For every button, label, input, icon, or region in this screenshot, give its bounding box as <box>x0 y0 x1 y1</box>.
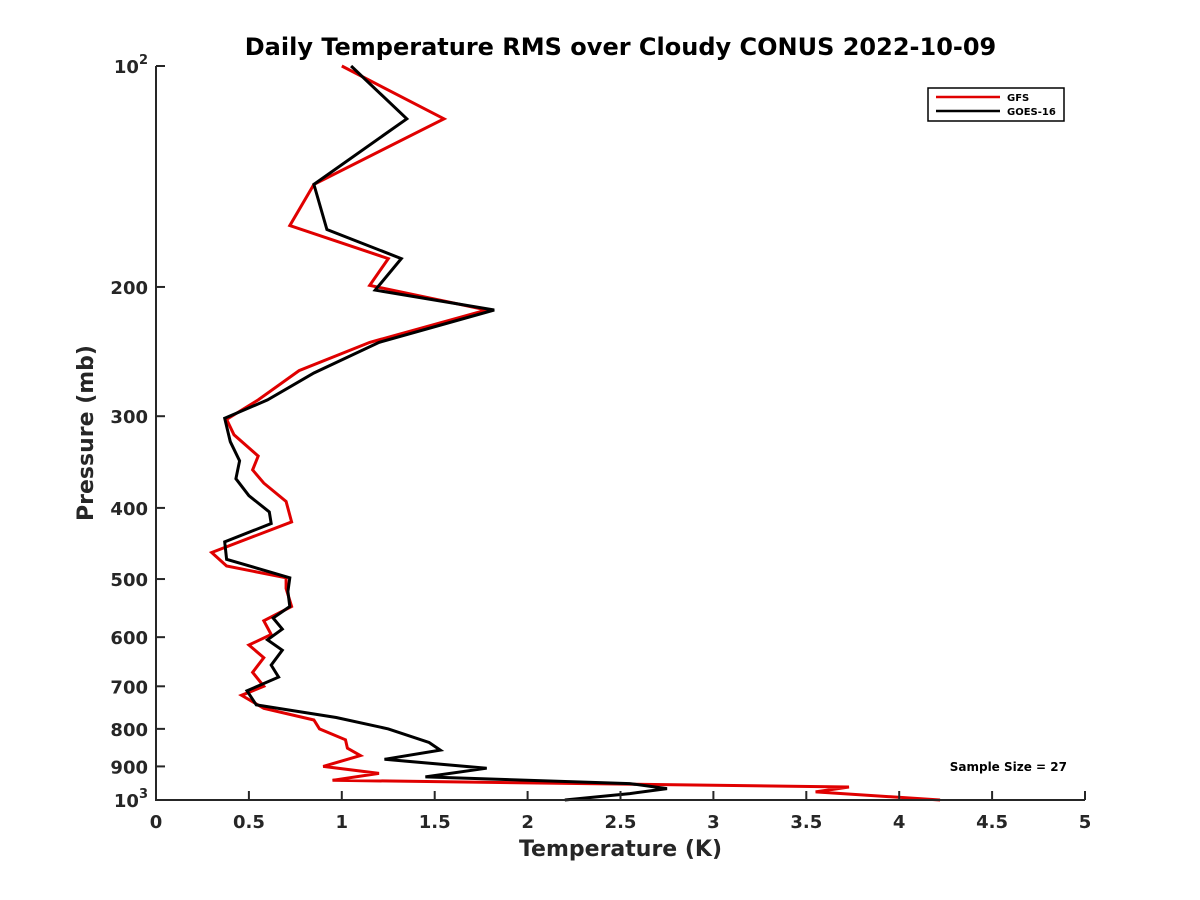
x-axis-ticks: 0 0.5 1 1.5 2 2.5 3 3.5 4 4.5 5 <box>150 791 1092 833</box>
y-tick-base: 10 <box>114 57 139 78</box>
y-tick-base: 200 <box>110 278 148 299</box>
axes-frame <box>155 66 1085 801</box>
sample-size-annotation: Sample Size = 27 <box>950 760 1067 774</box>
x-tick-label: 3 <box>707 812 720 833</box>
y-tick-base: 10 <box>114 791 139 812</box>
y-tick-label: 102 <box>114 53 148 78</box>
series-line-goes16 <box>222 64 668 802</box>
y-tick-exponent: 2 <box>139 53 148 68</box>
x-axis-label: Temperature (K) <box>519 837 722 862</box>
y-tick-base: 600 <box>110 628 148 649</box>
y-tick-base: 500 <box>110 570 148 591</box>
legend-box <box>927 87 1065 122</box>
chart-title: Daily Temperature RMS over Cloudy CONUS … <box>245 33 997 61</box>
series-line-gfs <box>208 64 941 802</box>
x-tick-label: 4 <box>893 812 906 833</box>
x-tick-label: 2 <box>521 812 534 833</box>
y-tick-label: 103 <box>114 787 148 812</box>
x-tick-label: 1.5 <box>419 812 451 833</box>
y-tick-label: 500 <box>110 570 148 591</box>
x-tick-label: 0 <box>150 812 163 833</box>
y-tick-label: 700 <box>110 677 148 698</box>
x-tick-label: 5 <box>1079 812 1092 833</box>
legend: GFS GOES-16 <box>927 87 1065 122</box>
x-tick-label: 3.5 <box>790 812 822 833</box>
x-tick-label: 0.5 <box>233 812 265 833</box>
legend-entry-goes16: GOES-16 <box>1007 107 1056 118</box>
y-tick-base: 300 <box>110 407 148 428</box>
series-layer <box>208 64 941 802</box>
y-tick-label: 800 <box>110 720 148 741</box>
y-axis-label: Pressure (mb) <box>74 345 99 521</box>
y-tick-label: 300 <box>110 407 148 428</box>
y-tick-label: 200 <box>110 278 148 299</box>
y-tick-label: 400 <box>110 499 148 520</box>
y-tick-label: 600 <box>110 628 148 649</box>
y-tick-base: 800 <box>110 720 148 741</box>
legend-entry-gfs: GFS <box>1007 93 1029 104</box>
x-tick-label: 2.5 <box>605 812 637 833</box>
y-tick-base: 700 <box>110 677 148 698</box>
x-tick-label: 4.5 <box>976 812 1008 833</box>
y-tick-base: 900 <box>110 757 148 778</box>
x-tick-label: 1 <box>336 812 349 833</box>
y-tick-exponent: 3 <box>139 787 148 802</box>
y-tick-label: 900 <box>110 757 148 778</box>
y-tick-base: 400 <box>110 499 148 520</box>
